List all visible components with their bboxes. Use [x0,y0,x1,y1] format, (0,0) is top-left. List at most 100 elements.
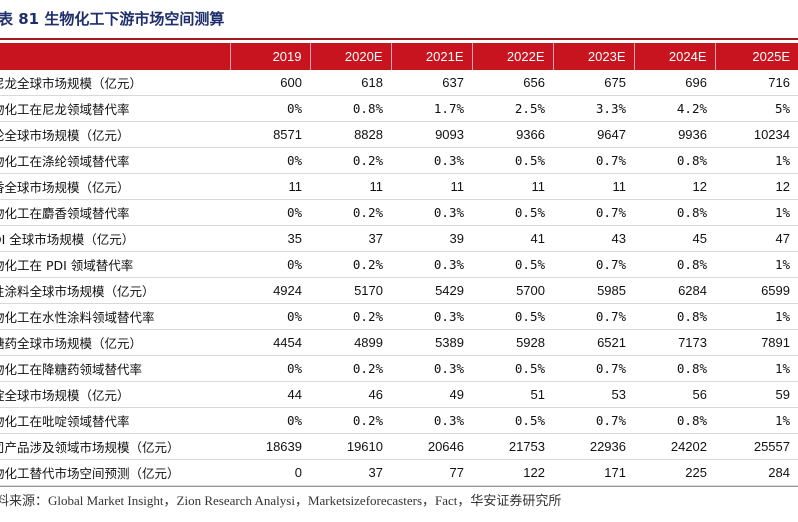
table-cell: 1% [715,251,798,278]
row-label: DI 全球市场规模（亿元） [0,225,230,252]
row-label: 啶全球市场规模（亿元） [0,381,230,408]
table-cell: 44 [230,381,310,408]
table-cell: 21753 [472,433,553,460]
table-cell: 47 [715,225,798,252]
table-row: 性涂料全球市场规模（亿元） 4924 5170 5429 5700 5985 6284 659… [0,277,798,304]
table-cell: 5700 [472,277,553,304]
table-cell: 0.5% [472,251,553,278]
table-cell: 637 [391,70,472,96]
table-cell: 37 [310,225,391,252]
table-cell: 618 [310,70,391,96]
table-cell: 6284 [634,277,715,304]
table-cell: 0.2% [310,199,391,226]
table-cell: 0% [230,355,310,382]
table-row: DI 全球市场规模（亿元） 35 37 39 41 43 45 47 [0,225,798,252]
table-cell: 0% [230,199,310,226]
table-cell: 0.2% [310,147,391,174]
table-cell: 0.7% [553,407,634,434]
table-cell: 0.7% [553,147,634,174]
table-cell: 0.8% [634,355,715,382]
table-cell: 53 [553,381,634,408]
table-cell: 0.3% [391,407,472,434]
row-label: 性涂料全球市场规模（亿元） [0,277,230,304]
table-cell: 0.7% [553,199,634,226]
market-table: 2019 2020E 2021E 2022E 2023E 2024E 2025E… [0,43,798,486]
table-cell: 0.2% [310,251,391,278]
header-cell: 2024E [634,43,716,70]
table-cell: 4924 [230,277,310,304]
table-cell: 0 [230,459,310,486]
table-cell: 7891 [715,329,798,356]
row-label: 物化工在麝香领域替代率 [0,199,230,226]
table-row: 物化工替代市场空间预测（亿元） 0 37 77 122 171 225 284 [0,459,798,486]
table-row: 纶全球市场规模（亿元） 8571 8828 9093 9366 9647 9936 10234 [0,121,798,148]
table-cell: 46 [310,381,391,408]
table-cell: 5% [715,95,798,122]
table-cell: 6521 [553,329,634,356]
table-cell: 49 [391,381,472,408]
row-label: 香全球市场规模（亿元） [0,173,230,200]
table-cell: 11 [553,173,634,200]
header-cell: 2021E [391,43,473,70]
row-label: 物化工在吡啶领域替代率 [0,407,230,434]
table-row: 香全球市场规模（亿元） 11 11 11 11 11 12 12 [0,173,798,200]
table-cell: 171 [553,459,634,486]
table-cell: 41 [472,225,553,252]
table-cell: 5985 [553,277,634,304]
table-cell: 0.8% [634,199,715,226]
table-cell: 656 [472,70,553,96]
table-cell: 18639 [230,433,310,460]
table-title: 表 81 生物化工下游市场空间测算 [0,10,225,28]
table-row: 物化工在涤纶领域替代率 0% 0.2% 0.3% 0.5% 0.7% 0.8% 1% [0,147,798,174]
table-cell: 716 [715,70,798,96]
table-cell: 4.2% [634,95,715,122]
table-cell: 0.8% [310,95,391,122]
table-cell: 51 [472,381,553,408]
table-cell: 37 [310,459,391,486]
table-cell: 0.2% [310,303,391,330]
table-cell: 0% [230,251,310,278]
table-cell: 8828 [310,121,391,148]
table-cell: 0.8% [634,251,715,278]
table-cell: 4899 [310,329,391,356]
table-cell: 11 [310,173,391,200]
table-cell: 284 [715,459,798,486]
table-cell: 11 [391,173,472,200]
table-cell: 1% [715,355,798,382]
table-cell: 0.5% [472,355,553,382]
table-cell: 12 [634,173,715,200]
table-cell: 0.7% [553,251,634,278]
row-label: 纶全球市场规模（亿元） [0,121,230,148]
table-row: 尼龙全球市场规模（亿元） 600 618 637 656 675 696 716 [0,70,798,96]
table-cell: 0.3% [391,147,472,174]
table-cell: 59 [715,381,798,408]
row-label: 物化工替代市场空间预测（亿元） [0,459,230,486]
header-cell: 2025E [715,43,798,70]
table-cell: 9093 [391,121,472,148]
header-cell [0,43,231,70]
row-label: 物化工在降糖药领域替代率 [0,355,230,382]
table-cell: 19610 [310,433,391,460]
table-cell: 6599 [715,277,798,304]
header-cell: 2019 [230,43,311,70]
table-cell: 1% [715,407,798,434]
row-label: 尼龙全球市场规模（亿元） [0,70,230,96]
row-label: 糖药全球市场规模（亿元） [0,329,230,356]
table-row: 糖药全球市场规模（亿元） 4454 4899 5389 5928 6521 7173 7891 [0,329,798,356]
table-row: 啶全球市场规模（亿元） 44 46 49 51 53 56 59 [0,381,798,408]
table-cell: 225 [634,459,715,486]
table-cell: 1% [715,199,798,226]
table-cell: 1% [715,303,798,330]
table-cell: 39 [391,225,472,252]
table-cell: 9936 [634,121,715,148]
table-row: 司产品涉及领域市场规模（亿元） 18639 19610 20646 21753 22936… [0,433,798,460]
table-cell: 0.3% [391,303,472,330]
table-cell: 5429 [391,277,472,304]
table-cell: 8571 [230,121,310,148]
table-header-row: 2019 2020E 2021E 2022E 2023E 2024E 2025E [0,43,798,70]
row-label: 物化工在水性涂料领域替代率 [0,303,230,330]
title-divider [0,38,798,40]
table-cell: 0.5% [472,199,553,226]
table-cell: 77 [391,459,472,486]
